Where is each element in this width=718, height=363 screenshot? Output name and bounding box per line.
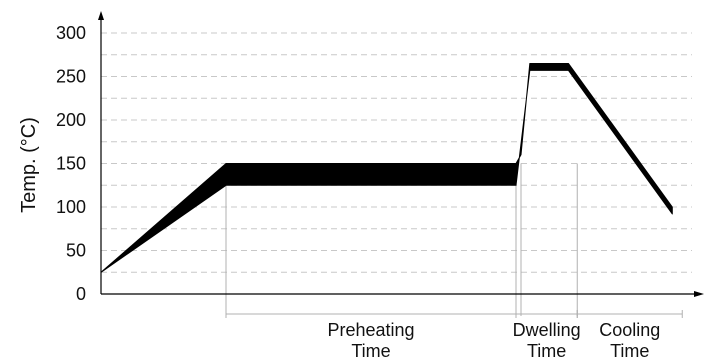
y-tick-labels: 0 50 100 150 200 250 300 — [56, 23, 86, 304]
phase-guide-lines — [225, 163, 683, 318]
phase-label-line1: Preheating — [327, 320, 414, 340]
y-tick-label: 50 — [66, 241, 86, 261]
phase-label-line2: Time — [610, 341, 649, 361]
y-tick-label: 250 — [56, 67, 86, 87]
temperature-band — [100, 63, 673, 273]
y-axis-arrowhead — [98, 11, 104, 20]
x-axis-arrowhead — [694, 291, 704, 297]
y-tick-label: 300 — [56, 23, 86, 43]
phase-label-line1: Dwelling — [513, 320, 581, 340]
phase-label-line2: Time — [527, 341, 566, 361]
y-tick-label: 0 — [76, 284, 86, 304]
y-tick-label: 100 — [56, 197, 86, 217]
grid-lines — [101, 32, 692, 273]
y-tick-label: 200 — [56, 110, 86, 130]
phase-label-line1: Cooling — [599, 320, 660, 340]
temperature-band-area — [100, 63, 673, 273]
y-axis-label: Temp. (°C) — [18, 117, 40, 213]
y-tick-label: 150 — [56, 154, 86, 174]
phase-label-line2: Time — [351, 341, 390, 361]
axes — [98, 11, 704, 297]
